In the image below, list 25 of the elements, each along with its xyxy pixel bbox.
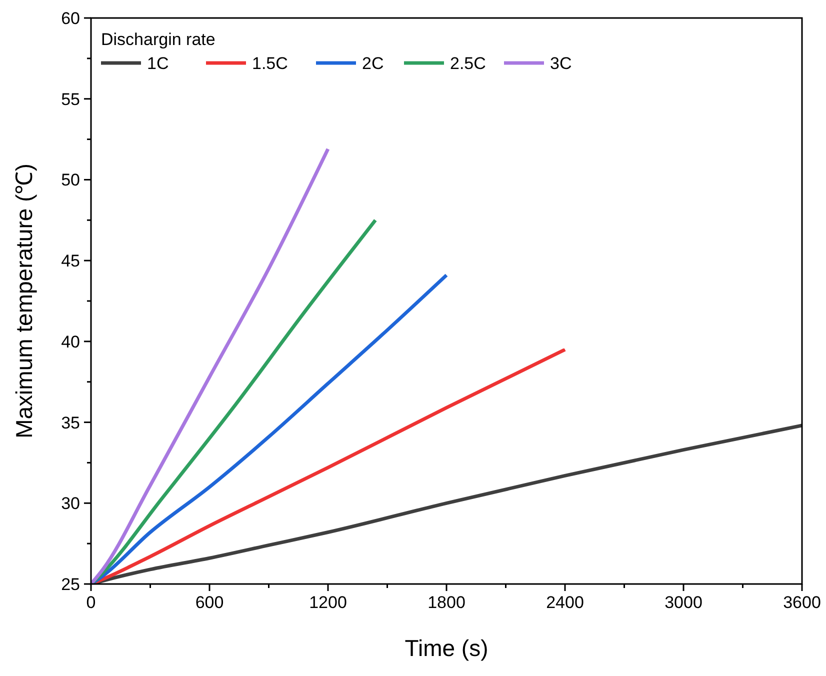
y-axis-title: Maximum temperature (℃) [11, 164, 37, 438]
line-series [91, 147, 330, 584]
x-tick-label: 1200 [309, 593, 347, 612]
y-tick-label: 35 [61, 413, 80, 432]
y-tick-label: 45 [61, 252, 80, 271]
line-series [91, 218, 378, 584]
legend-label: 2.5C [450, 54, 486, 73]
legend-label: 3C [550, 54, 572, 73]
y-tick-label: 40 [61, 332, 80, 352]
legend-label: 1C [147, 54, 169, 73]
x-tick-label: 1800 [428, 593, 466, 612]
x-tick-label: 3000 [664, 593, 702, 612]
x-tick-label: 600 [195, 593, 224, 612]
legend-title: Dischargin rate [101, 30, 216, 49]
y-tick-label: 50 [61, 170, 80, 190]
y-tick-label: 55 [61, 90, 80, 109]
y-tick-label: 30 [61, 494, 80, 514]
legend-label: 1.5C [252, 54, 288, 73]
x-tick-label: 2400 [546, 593, 584, 612]
x-axis-title: Time (s) [404, 635, 488, 661]
y-tick-label: 25 [61, 575, 80, 594]
y-tick-label: 60 [61, 9, 80, 28]
x-tick-label: 3600 [783, 593, 821, 612]
x-tick-label: 0 [86, 593, 96, 612]
legend-label: 2C [362, 54, 384, 73]
